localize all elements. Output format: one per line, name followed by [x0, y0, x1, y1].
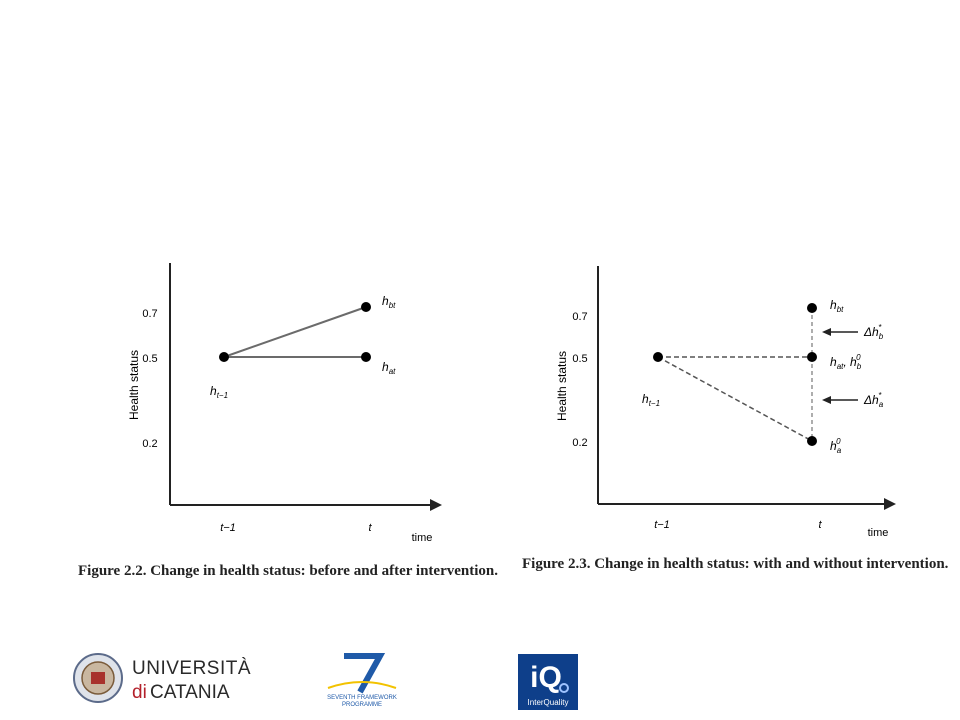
y-tick-label: 0.5	[572, 353, 587, 365]
fp7-logo-graphic: SEVENTH FRAMEWORK PROGRAMME	[327, 653, 397, 708]
point-low	[807, 436, 817, 446]
y-tick-label: 0.2	[142, 438, 157, 450]
point-mid	[361, 352, 371, 362]
point-start	[219, 352, 229, 362]
point-mid	[807, 352, 817, 362]
label-mid: hat	[382, 360, 396, 376]
y-tick-label: 0.2	[572, 437, 587, 449]
label-top: hbt	[830, 298, 844, 314]
interquality-logo: iQ InterQuality	[518, 654, 578, 710]
label-start: ht−1	[642, 392, 660, 408]
fp7-text-line1: SEVENTH FRAMEWORK	[327, 695, 397, 701]
y-axis-label: Health status	[127, 350, 141, 420]
catania-text-line2: CATANIA	[150, 682, 230, 703]
fp7-logo: SEVENTH FRAMEWORK PROGRAMME	[322, 652, 402, 708]
label-start: ht−1	[210, 384, 228, 400]
arrow-delta-b-head	[822, 328, 831, 336]
label-delta-b: Δhb*	[863, 323, 884, 341]
x-tick-label: t−1	[654, 519, 670, 531]
figure-health-before-after: Health status 0.7 0.5 0.2 t−1 t time ht−…	[120, 255, 450, 555]
fp7-text-line2: PROGRAMME	[342, 702, 382, 708]
x-axis-label: time	[412, 532, 433, 544]
line-before	[223, 306, 367, 358]
label-low: ha0	[830, 437, 842, 455]
x-axis-arrowhead	[884, 498, 896, 510]
point-top	[361, 302, 371, 312]
interquality-background	[518, 654, 578, 710]
catania-logo: UNIVERSITÀ di CATANIA	[72, 652, 252, 704]
label-mid: hat, hb0	[830, 353, 862, 371]
x-axis-arrowhead	[430, 499, 442, 511]
magnifier-icon	[559, 683, 569, 693]
interquality-mark: iQ	[530, 661, 562, 694]
fp7-swoosh-icon	[327, 681, 397, 689]
label-delta-a: Δha*	[863, 391, 884, 409]
arrow-delta-a-head	[822, 396, 831, 404]
y-tick-label: 0.5	[142, 353, 157, 365]
interquality-logo-graphic: iQ InterQuality	[518, 654, 578, 710]
y-axis-label: Health status	[555, 351, 569, 421]
figure-2-plot: Health status 0.7 0.5 0.2 t−1 t time ht−…	[555, 266, 896, 539]
catania-seal-emblem	[91, 672, 105, 684]
y-tick-label: 0.7	[572, 311, 587, 323]
point-start	[653, 352, 663, 362]
x-axis-label: time	[868, 527, 889, 539]
x-tick-label: t	[368, 522, 372, 534]
x-tick-label: t	[818, 519, 822, 531]
figure-1-caption: Figure 2.2. Change in health status: bef…	[78, 563, 498, 579]
line-without-intervention	[657, 356, 813, 442]
y-tick-label: 0.7	[142, 308, 157, 320]
figure-2-caption: Figure 2.3. Change in health status: wit…	[522, 556, 949, 572]
label-top: hbt	[382, 294, 396, 310]
fp7-seven-icon	[344, 653, 386, 694]
figure-health-with-without: Health status 0.7 0.5 0.2 t−1 t time ht−…	[548, 258, 918, 548]
catania-text-di: di	[132, 682, 147, 703]
figure-1-plot: Health status 0.7 0.5 0.2 t−1 t time ht−…	[127, 263, 442, 544]
interquality-name: InterQuality	[528, 698, 569, 707]
catania-text-line1: UNIVERSITÀ	[132, 658, 251, 679]
point-top	[807, 303, 817, 313]
catania-logo-graphic: UNIVERSITÀ di CATANIA	[73, 653, 251, 703]
x-tick-label: t−1	[220, 522, 236, 534]
